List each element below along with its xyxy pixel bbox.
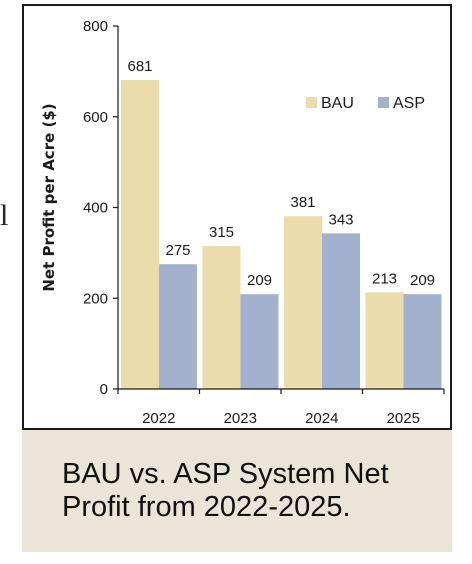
x-tick-label-2023: 2023 bbox=[224, 410, 257, 427]
x-tick-label-2024: 2024 bbox=[305, 410, 338, 427]
data-label-bau-2024: 381 bbox=[290, 194, 315, 211]
legend-label-asp: ASP bbox=[393, 95, 425, 112]
legend-swatch-asp bbox=[378, 97, 389, 108]
bar-asp-2024 bbox=[322, 233, 360, 389]
y-tick-label-600: 600 bbox=[83, 109, 108, 126]
y-tick-label-800: 800 bbox=[83, 18, 108, 35]
data-label-asp-2022: 275 bbox=[165, 242, 190, 259]
bar-bau-2025 bbox=[365, 292, 404, 389]
chart-panel: 681 275 2022 315 209 2023 381 343 2024 213 209 2025… bbox=[22, 4, 452, 430]
x-tick-label-2025: 2025 bbox=[387, 410, 420, 427]
data-label-asp-2023: 209 bbox=[247, 272, 272, 289]
legend-label-bau: BAU bbox=[321, 95, 354, 112]
caption-box: BAU vs. ASP System Net Profit from 2022-… bbox=[22, 430, 452, 552]
bar-bau-2022 bbox=[121, 79, 159, 389]
data-label-bau-2022: 681 bbox=[127, 58, 152, 75]
y-tick-label-200: 200 bbox=[83, 290, 108, 307]
stray-text: l bbox=[0, 199, 9, 232]
y-tick-label-0: 0 bbox=[100, 381, 108, 398]
data-label-asp-2025: 209 bbox=[410, 272, 435, 289]
y-tick-label-400: 400 bbox=[83, 200, 108, 217]
bar-asp-2022 bbox=[159, 264, 197, 389]
legend-swatch-bau bbox=[306, 97, 317, 108]
data-label-bau-2025: 213 bbox=[372, 270, 397, 287]
y-axis-title: Net Profit per Acre ($) bbox=[40, 103, 58, 291]
bar-asp-2023 bbox=[240, 294, 279, 389]
data-label-bau-2023: 315 bbox=[209, 224, 234, 241]
bar-bau-2023 bbox=[202, 246, 241, 389]
bar-chart: 681 275 2022 315 209 2023 381 343 2024 213 209 2025… bbox=[40, 18, 445, 427]
data-label-asp-2024: 343 bbox=[328, 211, 353, 228]
figure-caption: BAU vs. ASP System Net Profit from 2022-… bbox=[62, 458, 389, 523]
bar-asp-2025 bbox=[403, 294, 442, 389]
x-tick-label-2022: 2022 bbox=[142, 410, 175, 427]
bar-bau-2024 bbox=[284, 216, 322, 389]
